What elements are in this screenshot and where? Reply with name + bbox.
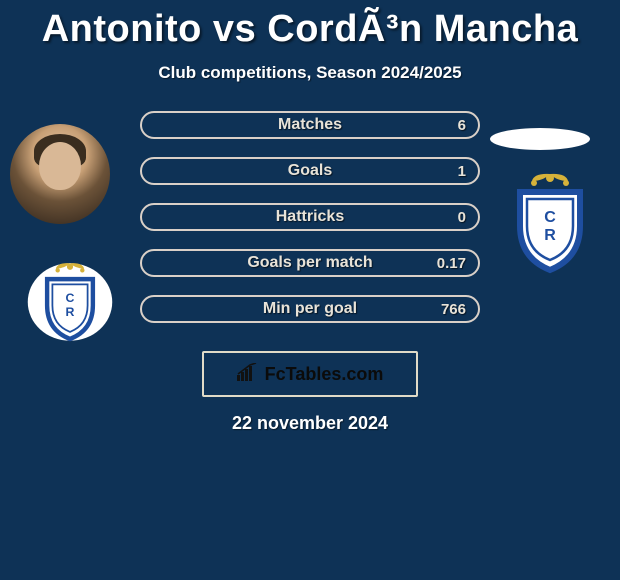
brand-prefix: Fc <box>265 364 286 384</box>
comparison-card: Antonito vs CordÃ³n Mancha Club competit… <box>0 0 620 434</box>
svg-text:C: C <box>544 209 556 226</box>
svg-text:R: R <box>544 227 556 244</box>
stat-label: Matches <box>142 116 478 134</box>
brand-box: FcTables.com <box>202 351 418 397</box>
brand-suffix: Tables.com <box>286 364 384 384</box>
stat-label: Hattricks <box>142 208 478 226</box>
stat-value: 6 <box>458 117 466 134</box>
stat-value: 766 <box>441 301 466 318</box>
stat-label: Min per goal <box>142 300 478 318</box>
stat-value: 0 <box>458 209 466 226</box>
stat-row: Min per goal 766 <box>140 295 480 323</box>
brand-icon <box>237 363 259 386</box>
stat-row: Goals 1 <box>140 157 480 185</box>
svg-text:R: R <box>66 305 75 319</box>
stat-label: Goals <box>142 162 478 180</box>
brand-text: FcTables.com <box>265 364 384 385</box>
stat-row: Matches 6 <box>140 111 480 139</box>
club-badge-right: C R <box>500 170 600 274</box>
page-title: Antonito vs CordÃ³n Mancha <box>0 8 620 51</box>
date-text: 22 november 2024 <box>0 413 620 434</box>
club-badge-left: C R <box>20 258 120 346</box>
player-avatar-left <box>10 124 110 224</box>
subtitle: Club competitions, Season 2024/2025 <box>0 63 620 83</box>
stats-list: Matches 6 Goals 1 Hattricks 0 Goals per … <box>140 111 480 323</box>
stat-row: Hattricks 0 <box>140 203 480 231</box>
player-placeholder-right <box>490 128 590 150</box>
stat-label: Goals per match <box>142 254 478 272</box>
stat-value: 1 <box>458 163 466 180</box>
stat-row: Goals per match 0.17 <box>140 249 480 277</box>
stat-value: 0.17 <box>437 255 466 272</box>
svg-text:C: C <box>66 291 75 305</box>
